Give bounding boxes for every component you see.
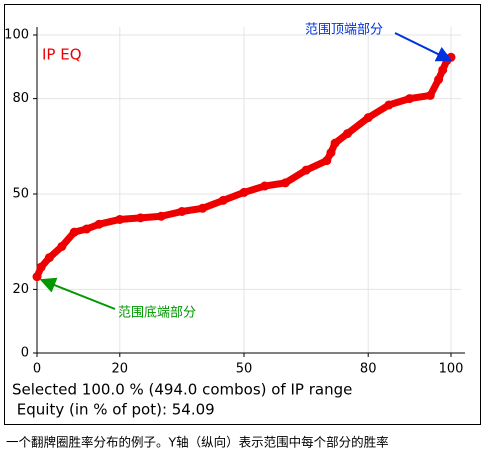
point <box>425 90 435 100</box>
point <box>198 203 208 213</box>
point <box>115 214 125 224</box>
point <box>384 100 394 110</box>
x-tick-label: 50 <box>236 362 253 377</box>
y-tick-label: 0 <box>21 346 29 361</box>
frame <box>4 4 481 425</box>
point <box>260 181 270 191</box>
point <box>301 165 311 175</box>
annotation-arrow <box>394 32 453 62</box>
point <box>32 272 42 282</box>
point <box>69 227 79 237</box>
point <box>218 195 228 205</box>
point <box>177 206 187 216</box>
y-tick-label: 80 <box>12 91 29 106</box>
point <box>94 219 104 229</box>
point <box>82 224 92 234</box>
y-tick-label: 50 <box>12 187 29 202</box>
point <box>44 253 54 263</box>
point <box>326 148 336 158</box>
x-tick-label: 100 <box>439 362 464 377</box>
y-tick-label: 100 <box>4 28 29 43</box>
x-tick-label: 0 <box>33 362 41 377</box>
annotation: 范围顶端部分 <box>305 23 383 38</box>
x-tick-label: 20 <box>112 362 129 377</box>
point <box>330 138 340 148</box>
point <box>343 129 352 139</box>
summary-line: Selected 100.0 % (494.0 combos) of IP ra… <box>12 381 352 399</box>
point <box>434 75 444 85</box>
point <box>156 211 166 221</box>
point <box>363 113 373 123</box>
point <box>438 65 448 75</box>
annotation-arrow <box>39 277 116 310</box>
point <box>280 178 290 188</box>
y-tick-label: 20 <box>12 282 29 297</box>
annotation: 范围底端部分 <box>118 305 196 321</box>
point <box>136 213 145 223</box>
point <box>322 156 332 166</box>
point <box>405 94 415 104</box>
caption: 一个翻牌圈胜率分布的例子。Y轴（纵向）表示范围中每个部分的胜率 <box>6 435 389 450</box>
summary-line: Equity (in % of pot): 54.09 <box>12 401 215 419</box>
series-label: IP EQ <box>42 46 82 64</box>
point <box>36 262 46 272</box>
point <box>57 241 67 251</box>
x-tick-label: 80 <box>360 362 377 377</box>
point <box>239 187 249 197</box>
